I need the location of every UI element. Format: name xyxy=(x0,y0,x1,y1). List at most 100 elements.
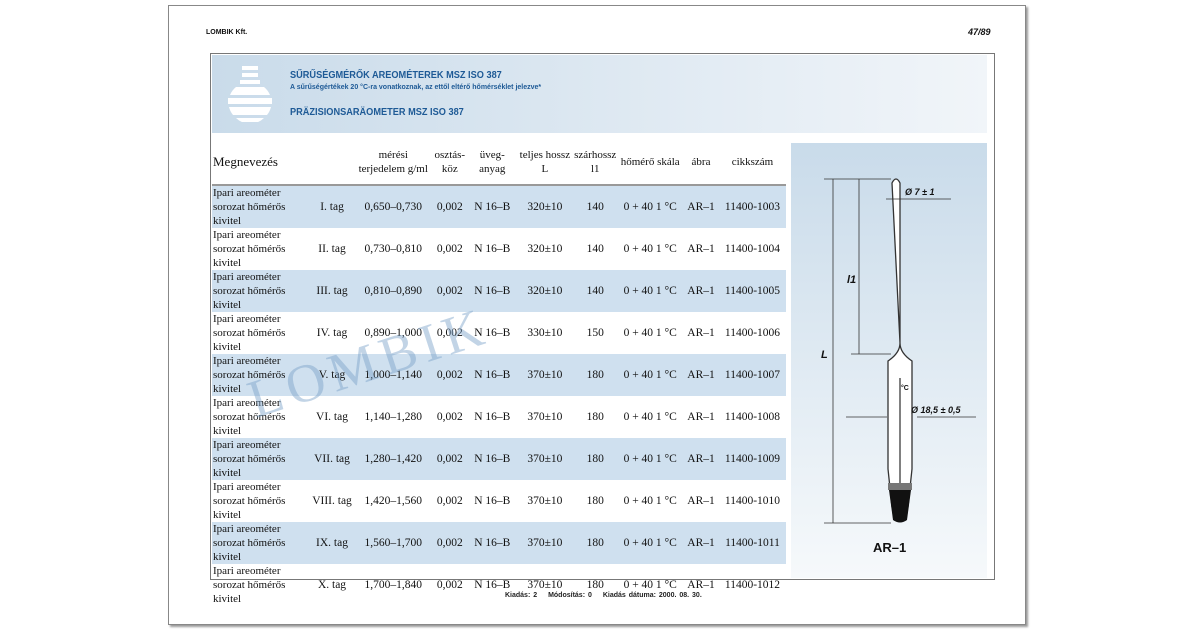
cell-scale: 0 + 40 1 °C xyxy=(623,495,677,507)
cell-range: 0,730–0,810 xyxy=(364,243,423,255)
cell-tag: I. tag xyxy=(309,185,355,228)
cell-glass: N 16–B xyxy=(474,495,511,507)
cell-code: 11400-1012 xyxy=(724,579,781,591)
cell-range: 0,810–0,890 xyxy=(354,270,432,312)
col-code: cikkszám xyxy=(718,140,786,186)
cell-range: 0,650–0,730 xyxy=(354,185,432,228)
cell-scale: 0 + 40 1 °C xyxy=(623,243,677,255)
cell-name: Ipari areométer sorozat hőmérős kivitel xyxy=(213,565,286,605)
cell-range: 1,560–1,700 xyxy=(354,522,432,564)
cell-range: 1,700–1,840 xyxy=(364,579,423,591)
thermometer-unit: °C xyxy=(901,384,909,392)
cell-tag: VI. tag xyxy=(316,411,348,423)
cell-glass: N 16–B xyxy=(467,270,517,312)
cell-L: 370±10 xyxy=(516,522,574,564)
cell-code: 11400-1009 xyxy=(718,438,786,480)
cell-glass: N 16–B xyxy=(467,185,517,228)
table-row: Ipari areométer sorozat hőmérős kivitel I… xyxy=(212,312,786,354)
cell-code: 11400-1008 xyxy=(724,411,781,423)
cell-fig: AR–1 xyxy=(687,327,715,339)
cell-fig: AR–1 xyxy=(683,354,719,396)
table-row: Ipari areométer sorozat hőmérős kivitel I… xyxy=(212,270,786,312)
product-table: Megnevezés mérési terjedelem g/ml osztás… xyxy=(212,140,786,606)
table-row: Ipari areométer sorozat hőmérős kivitel I… xyxy=(212,185,786,228)
cell-name: Ipari areométer sorozat hőmérős kivitel xyxy=(213,313,286,353)
table-row: Ipari areométer sorozat hőmérős kivitel V… xyxy=(212,438,786,480)
dim-body-label: Ø 18,5 ± 0,5 xyxy=(911,405,961,415)
cell-code: 11400-1004 xyxy=(724,243,781,255)
cell-L: 370±10 xyxy=(527,411,563,423)
dim-top-label: Ø 7 ± 1 xyxy=(905,187,934,197)
cell-div: 0,002 xyxy=(436,243,463,255)
cell-L: 330±10 xyxy=(527,327,563,339)
table-row: Ipari areométer sorozat hőmérős kivitel V… xyxy=(212,396,786,438)
cell-div: 0,002 xyxy=(431,438,468,480)
section-title: SŰRŰSÉGMÉRŐK AREOMÉTEREK MSZ ISO 387 xyxy=(290,70,502,81)
cell-l1: 140 xyxy=(586,243,604,255)
cell-tag: II. tag xyxy=(318,243,346,255)
cell-glass: N 16–B xyxy=(474,327,511,339)
company-name: LOMBIK Kft. xyxy=(206,29,248,36)
footer-edition: Kiadás: 2 xyxy=(505,592,538,599)
table-row: Ipari areométer sorozat hőmérős kivitel I… xyxy=(212,522,786,564)
dim-l1-label: l1 xyxy=(847,274,856,286)
cell-name: Ipari areométer sorozat hőmérős kivitel xyxy=(213,229,286,269)
table-row: Ipari areométer sorozat hőmérős kivitel V… xyxy=(212,480,786,522)
cell-glass: N 16–B xyxy=(474,411,511,423)
cell-name: Ipari areométer sorozat hőmérős kivitel xyxy=(212,438,310,480)
cell-code: 11400-1010 xyxy=(724,495,781,507)
cell-tag: IV. tag xyxy=(316,327,348,339)
cell-range: 0,890–1,000 xyxy=(364,327,423,339)
cell-div: 0,002 xyxy=(436,327,463,339)
cell-code: 11400-1003 xyxy=(718,185,786,228)
table-row: Ipari areométer sorozat hőmérős kivitel X… xyxy=(212,564,786,606)
cell-range: 1,000–1,140 xyxy=(354,354,432,396)
title-band xyxy=(212,55,987,133)
cell-L: 370±10 xyxy=(527,495,563,507)
col-thermometer-scale: hőmérő skála xyxy=(617,140,684,186)
cell-tag: X. tag xyxy=(317,579,347,591)
cell-name: Ipari areométer sorozat hőmérős kivitel xyxy=(213,397,286,437)
col-total-length: teljes hossz L xyxy=(516,140,574,186)
col-range: mérési terjedelem g/ml xyxy=(354,140,432,186)
table-row: Ipari areométer sorozat hőmérős kivitel I… xyxy=(212,228,786,270)
cell-l1: 140 xyxy=(573,270,618,312)
hydrometer-drawing: Ø 7 ± 1 Ø 18,5 ± 0,5 L l1 °C xyxy=(821,178,976,524)
cell-l1: 150 xyxy=(586,327,604,339)
cell-l1: 180 xyxy=(586,579,604,591)
cell-name: Ipari areométer sorozat hőmérős kivitel xyxy=(212,354,310,396)
col-tag xyxy=(309,140,355,186)
cell-l1: 180 xyxy=(586,411,604,423)
cell-fig: AR–1 xyxy=(683,270,719,312)
cell-L: 370±10 xyxy=(516,354,574,396)
cell-div: 0,002 xyxy=(436,411,463,423)
figure-label: AR–1 xyxy=(873,540,907,555)
col-name: Megnevezés xyxy=(212,140,310,186)
footer-modification: Módosítás: 0 xyxy=(548,592,592,599)
cell-l1: 180 xyxy=(573,354,618,396)
cell-fig: AR–1 xyxy=(687,579,715,591)
cell-div: 0,002 xyxy=(436,579,463,591)
cell-L: 370±10 xyxy=(516,438,574,480)
cell-scale: 0 + 40 1 °C xyxy=(617,438,684,480)
cell-div: 0,002 xyxy=(431,270,468,312)
section-title-german: PRÄZISIONSARÄOMETER MSZ ISO 387 xyxy=(290,107,464,118)
col-glass: üveg-anyag xyxy=(467,140,517,186)
cell-code: 11400-1006 xyxy=(724,327,781,339)
footer-date: Kiadás dátuma: 2000. 08. 30. xyxy=(602,592,702,599)
cell-L: 320±10 xyxy=(527,243,563,255)
cell-tag: VII. tag xyxy=(309,438,355,480)
cell-tag: VIII. tag xyxy=(312,495,352,507)
cell-tag: IX. tag xyxy=(309,522,355,564)
dim-L-label: L xyxy=(821,349,828,361)
cell-code: 11400-1011 xyxy=(718,522,786,564)
cell-name: Ipari areométer sorozat hőmérős kivitel xyxy=(212,185,310,228)
cell-glass: N 16–B xyxy=(467,354,517,396)
cell-l1: 140 xyxy=(573,185,618,228)
cell-glass: N 16–B xyxy=(467,522,517,564)
content-frame xyxy=(210,53,995,580)
cell-L: 320±10 xyxy=(516,270,574,312)
page-number: 47/89 xyxy=(968,27,991,37)
cell-fig: AR–1 xyxy=(687,411,715,423)
cell-scale: 0 + 40 1 °C xyxy=(617,354,684,396)
